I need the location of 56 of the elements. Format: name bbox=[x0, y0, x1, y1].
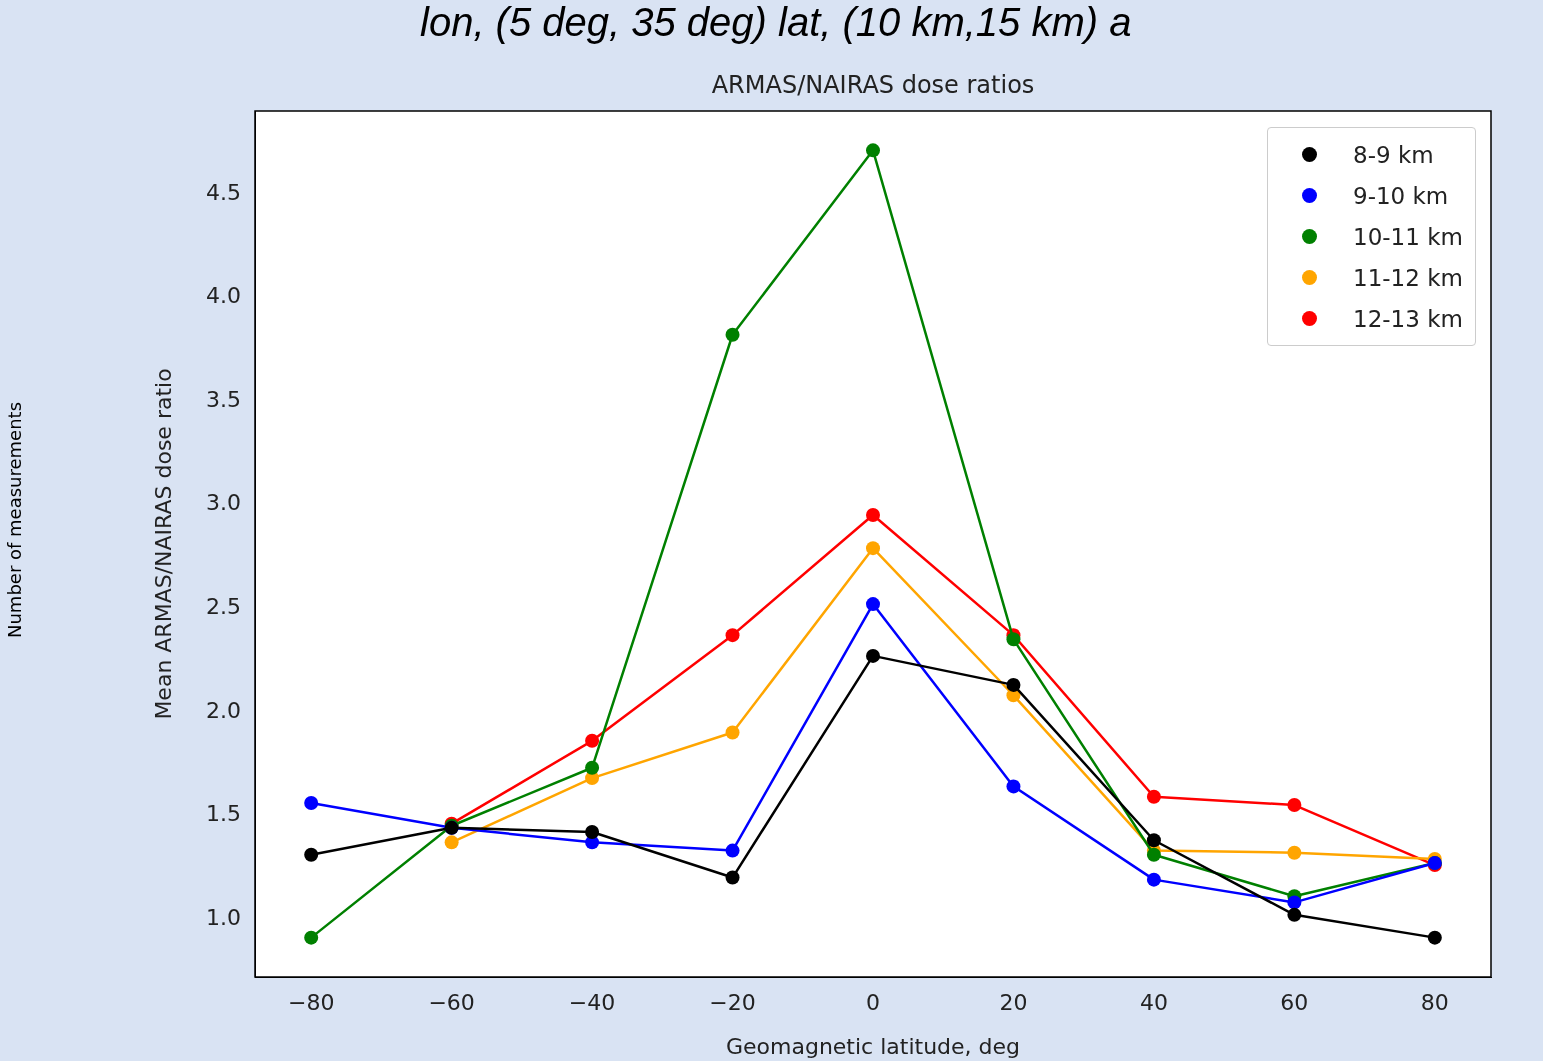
point bbox=[725, 870, 740, 885]
legend-label: 9-10 km bbox=[1353, 182, 1449, 209]
point bbox=[304, 795, 319, 810]
y-tick-label: 3.5 bbox=[206, 386, 241, 412]
x-tick-label: −40 bbox=[568, 989, 616, 1015]
y-axis-title: Mean ARMAS/NAIRAS dose ratio bbox=[150, 368, 176, 720]
y-tick-label: 3.0 bbox=[206, 490, 241, 516]
point bbox=[1146, 789, 1161, 804]
y-tick-label: 4.5 bbox=[206, 179, 241, 205]
point bbox=[1006, 632, 1021, 647]
x-tick-label: −60 bbox=[428, 989, 475, 1015]
point bbox=[866, 508, 880, 522]
y-tick-label: 4.0 bbox=[206, 283, 241, 309]
point bbox=[866, 597, 880, 612]
x-tick-label: 60 bbox=[1280, 989, 1309, 1015]
point bbox=[725, 327, 740, 342]
legend-label: 10-11 km bbox=[1353, 223, 1463, 250]
legend-label: 8-9 km bbox=[1353, 141, 1434, 168]
point bbox=[304, 847, 319, 862]
point bbox=[1287, 907, 1302, 922]
legend-label: 11-12 km bbox=[1353, 264, 1463, 291]
point bbox=[725, 725, 740, 740]
point bbox=[1146, 847, 1161, 862]
point bbox=[725, 628, 740, 643]
point bbox=[1146, 872, 1161, 887]
y-tick-label: 2.0 bbox=[206, 697, 241, 723]
point bbox=[304, 930, 319, 945]
point bbox=[585, 824, 600, 839]
x-axis-title: Geomagnetic latitude, deg bbox=[725, 1033, 1021, 1059]
point bbox=[1287, 845, 1302, 860]
x-tick-label: 80 bbox=[1420, 989, 1449, 1015]
point bbox=[1006, 677, 1021, 692]
y-tick-label: 2.5 bbox=[206, 593, 241, 619]
y-tick-label: 1.0 bbox=[206, 904, 241, 930]
text: Number of measurements bbox=[3, 401, 25, 639]
point bbox=[444, 835, 459, 850]
point bbox=[866, 648, 880, 663]
point bbox=[1287, 798, 1302, 813]
x-tick-label: 0 bbox=[866, 989, 880, 1015]
text: lon, (5 deg, 35 deg) lat, (10 km,15 km) a bbox=[420, 0, 1132, 45]
point bbox=[1146, 833, 1161, 848]
legend-label: 12-13 km bbox=[1353, 305, 1463, 332]
chart-title: ARMAS/NAIRAS dose ratios bbox=[711, 71, 1035, 100]
point bbox=[585, 760, 600, 775]
x-tick-label: 20 bbox=[999, 989, 1028, 1015]
x-tick-label: −80 bbox=[287, 989, 335, 1015]
point bbox=[1006, 779, 1021, 794]
point bbox=[1287, 895, 1302, 910]
point bbox=[585, 733, 600, 748]
point bbox=[866, 143, 880, 158]
point bbox=[725, 843, 740, 858]
y-tick-label: 1.5 bbox=[206, 801, 241, 827]
x-tick-label: 40 bbox=[1139, 989, 1168, 1015]
x-tick-label: −20 bbox=[709, 989, 756, 1015]
point bbox=[1427, 930, 1442, 945]
point bbox=[866, 541, 880, 556]
